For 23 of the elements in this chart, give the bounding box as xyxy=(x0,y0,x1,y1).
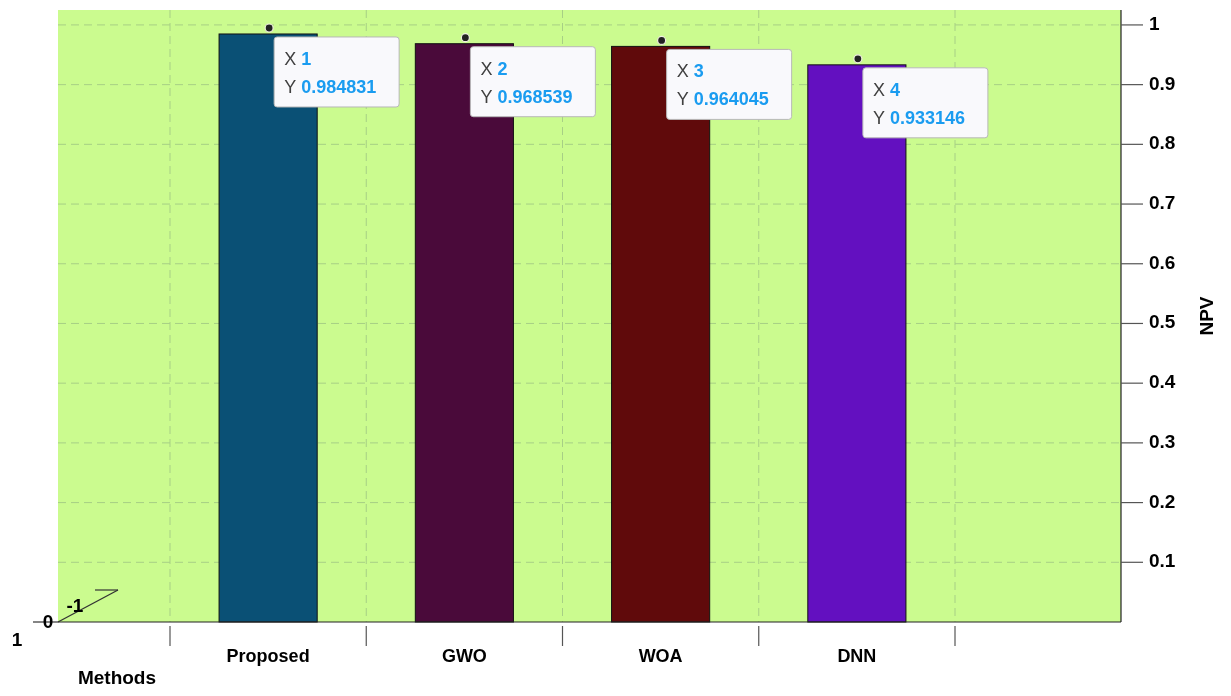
y-tick-label: 1 xyxy=(1149,12,1160,34)
y-axis-title: NPV xyxy=(1196,296,1217,336)
y-tick-label: 0.8 xyxy=(1149,132,1176,154)
data-label: X 4 Y 0.933146 xyxy=(872,79,965,128)
y-tick-label: 0.5 xyxy=(1149,311,1176,333)
text: 0 xyxy=(42,611,54,633)
y-tick-label: 0.3 xyxy=(1149,430,1176,452)
y-tick-label: 0.7 xyxy=(1149,192,1176,214)
y-tick-label: 0.2 xyxy=(1149,490,1176,512)
y-tick-label: 0.1 xyxy=(1149,550,1176,572)
text: 1 xyxy=(11,629,23,651)
x-tick-label: WOA xyxy=(638,646,683,666)
x-tick-label: GWO xyxy=(441,646,487,666)
y-tick-label: 0.6 xyxy=(1149,251,1176,273)
data-label: X 1 Y 0.984831 xyxy=(284,48,377,97)
y-tick-label: 0.4 xyxy=(1149,371,1176,393)
data-label: X 3 Y 0.964045 xyxy=(676,61,769,110)
x-axis-title: Methods xyxy=(77,667,157,688)
y-tick-label: 0.9 xyxy=(1149,72,1176,94)
annotation: -1 xyxy=(66,595,84,617)
x-tick-label: DNN xyxy=(837,646,877,666)
data-label: X 2 Y 0.968539 xyxy=(480,58,573,107)
x-tick-label: Proposed xyxy=(226,646,310,666)
